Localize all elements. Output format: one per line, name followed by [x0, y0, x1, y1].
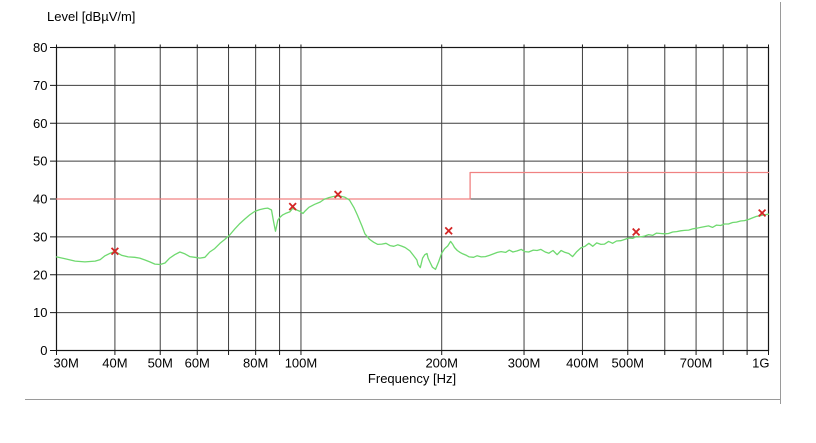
y-tick-label: 70: [33, 78, 47, 93]
measurement-marker-x-icon: [758, 208, 767, 218]
x-tick-label: 40M: [102, 356, 127, 371]
x-tick-label: 500M: [611, 356, 644, 371]
x-tick-label: 200M: [425, 356, 458, 371]
x-tick-label: 300M: [508, 356, 541, 371]
y-tick-label: 0: [40, 343, 47, 358]
limit-line: [55, 171, 770, 200]
y-tick-label: 10: [33, 305, 47, 320]
x-tick-label: 60M: [185, 356, 210, 371]
x-tick-label: 400M: [566, 356, 599, 371]
y-tick-label: 20: [33, 267, 47, 282]
x-tick-label: 100M: [285, 356, 318, 371]
y-tick-label: 80: [33, 40, 47, 55]
x-tick-label: 700M: [680, 356, 713, 371]
measurement-trace: [55, 195, 770, 271]
measurement-marker-x-icon: [110, 247, 119, 256]
x-axis-title: Frequency [Hz]: [367, 371, 457, 386]
measurement-marker-x-icon: [632, 227, 641, 236]
y-axis-title: Level [dBµV/m]: [47, 9, 136, 24]
measurement-marker-x-icon: [288, 202, 297, 211]
measurement-marker-x-icon: [333, 190, 343, 199]
measurement-marker-x-icon: [444, 226, 453, 235]
y-tick-label: 50: [33, 154, 47, 169]
x-tick-label: 1G: [752, 356, 769, 371]
x-tick-label: 50M: [148, 356, 173, 371]
x-tick-label: 30M: [54, 356, 79, 371]
y-tick-label: 30: [33, 229, 47, 244]
y-tick-label: 60: [33, 116, 47, 131]
y-tick-label: 40: [33, 192, 47, 207]
x-tick-label: 80M: [243, 356, 268, 371]
